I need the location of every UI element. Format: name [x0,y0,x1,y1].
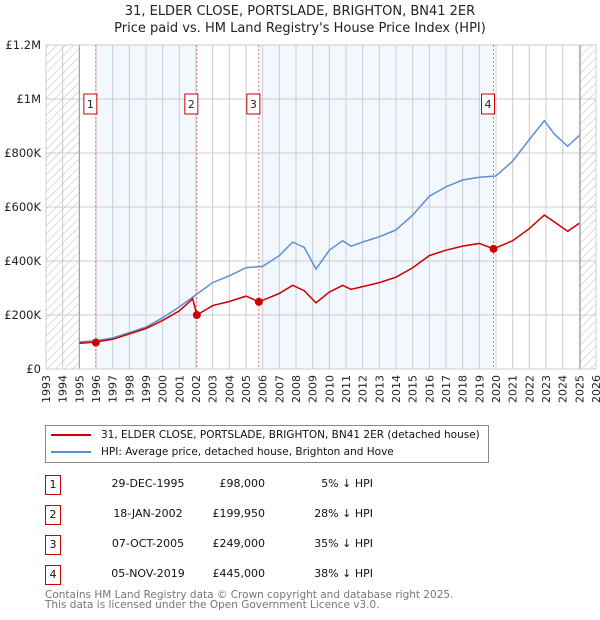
x-tick-label: 1998 [123,375,136,403]
x-tick-label: 2020 [490,375,503,403]
sale-price: £199,950 [212,507,266,520]
sale-number: 4 [45,565,61,585]
y-tick-label: £800K [4,146,41,160]
x-tick-label: 2015 [407,375,420,403]
y-tick-label: £600K [4,200,41,214]
sale-row: 1 29-DEC-1995 £98,000 5% ↓ HPI [45,475,385,495]
footer-line: This data is licensed under the Open Gov… [45,599,380,611]
sale-label-number: 1 [87,98,94,111]
x-tick-label: 2017 [440,375,453,403]
sale-label-box [246,93,261,115]
x-tick-label: 2026 [590,375,600,403]
hpi-line [79,119,580,343]
legend-item-hpi: HPI: Average price, detached house, Brig… [51,446,394,458]
price-chart: 1993 1994 1995 1996 1997 1998 1999 2000 2001 2002… [4,38,600,403]
x-tick-label: 2013 [373,375,386,403]
x-tick-label: 2006 [257,375,270,403]
legend: 31, ELDER CLOSE, PORTSLADE, BRIGHTON, BN… [45,425,489,463]
sale-hpi-diff: 35% ↓ HPI [314,537,373,550]
sale-point [192,311,201,320]
sale-label-box [83,93,98,115]
sale-label-box [481,93,495,115]
hatched-region [46,45,80,369]
x-tick-label: 1994 [57,375,70,403]
sale-date: 29-DEC-1995 [111,477,185,490]
sale-number: 1 [45,475,61,495]
plot-frame [45,44,597,370]
x-tick-label: 2021 [507,375,520,403]
sale-row: 4 05-NOV-2019 £445,000 38% ↓ HPI [45,565,385,585]
sale-label-number: 3 [250,98,257,111]
legend-item-property: 31, ELDER CLOSE, PORTSLADE, BRIGHTON, BN… [51,429,480,441]
x-tick-label: 2003 [207,375,220,403]
y-tick-label: £400K [4,254,41,268]
sale-price: £249,000 [212,537,266,550]
hatched-region [579,45,596,369]
y-tick-label: £0 [26,362,41,376]
x-tick-label: 1996 [90,375,103,403]
x-tick-label: 2011 [340,375,353,403]
x-tick-label: 2004 [223,375,236,403]
legend-label: HPI: Average price, detached house, Brig… [101,446,394,458]
sale-date: 05-NOV-2019 [111,567,185,580]
chart-title: 31, ELDER CLOSE, PORTSLADE, BRIGHTON, BN… [124,4,476,19]
x-tick-label: 1999 [140,375,153,403]
sale-hpi-diff: 5% ↓ HPI [321,477,373,490]
x-tick-label: 2023 [540,375,553,403]
sale-label-number: 2 [188,98,195,111]
sale-label-number: 4 [485,98,492,111]
sale-hpi-diff: 38% ↓ HPI [314,567,373,580]
x-tick-label: 2008 [290,375,303,403]
x-tick-label: 1995 [73,375,86,403]
sale-row: 3 07-OCT-2005 £249,000 35% ↓ HPI [45,535,385,555]
sale-date: 07-OCT-2005 [111,537,185,550]
sale-hpi-diff: 28% ↓ HPI [314,507,373,520]
x-tick-label: 2024 [557,375,570,403]
property-price-line [79,214,580,345]
x-tick-label: 2000 [157,375,170,403]
x-tick-label: 2001 [173,375,186,403]
x-tick-label: 2012 [357,375,370,403]
x-tick-label: 2016 [423,375,436,403]
sale-point [489,244,498,253]
footer-line: Contains HM Land Registry data © Crown c… [45,589,454,601]
x-tick-label: 1993 [40,375,53,403]
x-tick-label: 2007 [273,375,286,403]
x-tick-label: 2002 [190,375,203,403]
sale-number: 2 [45,505,61,525]
sale-point [254,297,263,306]
sale-date: 18-JAN-2002 [113,507,183,520]
y-tick-label: £1.2M [5,38,41,52]
sale-price: £98,000 [219,477,266,490]
sale-row: 2 18-JAN-2002 £199,950 28% ↓ HPI [45,505,385,525]
x-tick-label: 2025 [573,375,586,403]
x-tick-label: 2018 [457,375,470,403]
sale-price: £445,000 [212,567,266,580]
footer: Contains HM Land Registry data © Crown c… [45,589,454,611]
x-tick-label: 2022 [523,375,536,403]
y-tick-label: £200K [4,308,41,322]
x-tick-label: 1997 [107,375,120,403]
sale-number: 3 [45,535,61,555]
y-tick-label: £1M [16,92,41,106]
sale-point [91,338,100,347]
x-tick-label: 2019 [473,375,486,403]
x-tick-label: 2009 [307,375,320,403]
chart-subtitle: Price paid vs. HM Land Registry's House … [114,21,486,36]
x-tick-label: 2005 [240,375,253,403]
sale-label-box [184,93,199,115]
x-tick-label: 2014 [390,375,403,403]
legend-label: 31, ELDER CLOSE, PORTSLADE, BRIGHTON, BN… [101,429,480,441]
x-tick-label: 2010 [323,375,336,403]
